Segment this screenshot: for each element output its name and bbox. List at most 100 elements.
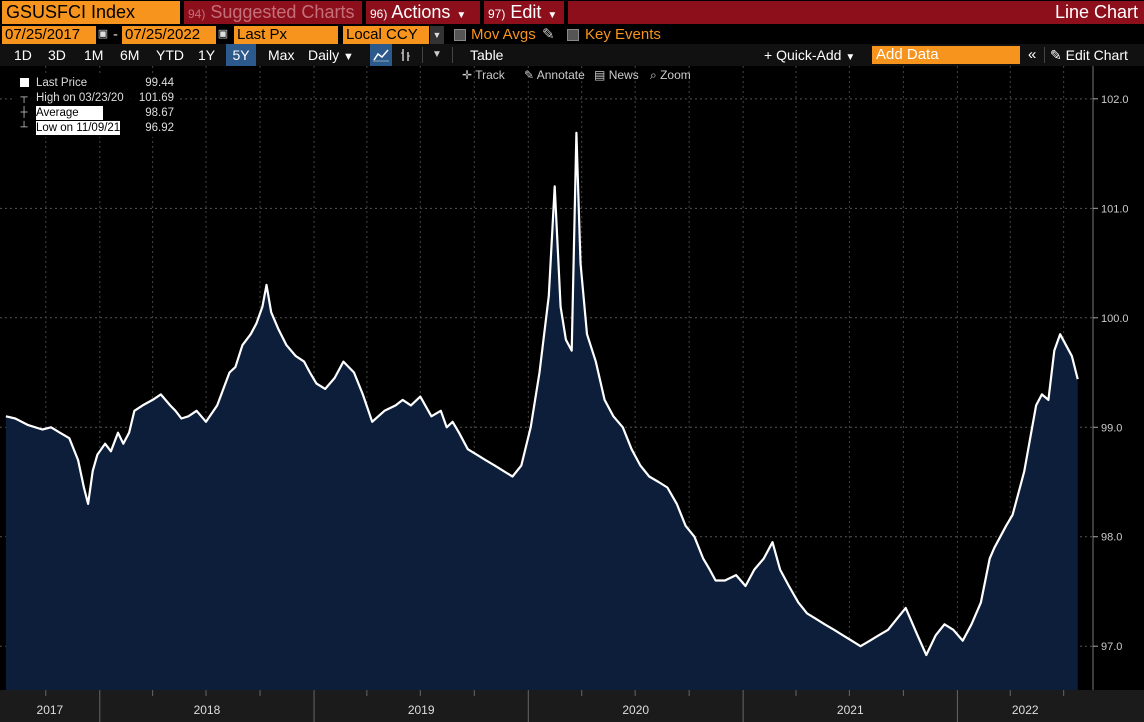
double-chevron-left-icon[interactable]: « <box>1028 46 1037 63</box>
legend-high-date: 03/23/20 <box>78 92 124 104</box>
edit-chart-button[interactable]: ✎ Edit Chart <box>1050 44 1128 66</box>
track-label: Track <box>475 68 505 82</box>
start-date-input[interactable]: 07/25/2017 <box>2 26 96 44</box>
edit-menu-button[interactable]: 97) Edit ▼ <box>484 1 564 24</box>
x-tick-label: 2021 <box>837 703 864 717</box>
legend-low-marker: ┴ <box>20 122 28 133</box>
date-range-row: 07/25/2017 ▣ - 07/25/2022 ▣ Last Px Loca… <box>0 26 1144 44</box>
news-label: News <box>608 68 639 82</box>
track-tool[interactable]: ✛ Track <box>462 67 505 83</box>
period-1d[interactable]: 1D <box>14 47 32 63</box>
caret-down-icon: ▼ <box>456 10 467 21</box>
edit-chart-label: Edit Chart <box>1065 47 1128 63</box>
period-ytd[interactable]: YTD <box>156 47 184 63</box>
pencil-icon[interactable]: ✎ <box>542 26 555 43</box>
edit-label: Edit <box>510 2 542 22</box>
legend-high-text: High on <box>36 92 76 104</box>
chevron-down-icon[interactable]: ▼ <box>430 26 444 44</box>
legend-last-label: Last Price <box>36 77 88 89</box>
field-select[interactable]: Last Px <box>234 26 338 44</box>
annotate-tool[interactable]: ✎ Annotate <box>524 67 585 83</box>
actions-number: 96) <box>370 7 388 21</box>
legend-last-marker <box>14 76 34 90</box>
currency-select[interactable]: Local CCY <box>343 26 429 44</box>
edit-number: 97) <box>488 7 506 21</box>
calendar-icon[interactable]: ▣ <box>217 28 229 40</box>
period-1y[interactable]: 1Y <box>198 47 216 63</box>
y-tick-label: 99.0 <box>1101 422 1122 434</box>
frequency-label: Daily <box>308 47 340 63</box>
x-axis-labels: 2017 2018 2019 2020 2021 2022 <box>37 690 1065 722</box>
bar-chart-icon[interactable] <box>396 44 418 66</box>
legend-average: ┼ Average 98.67 <box>14 106 178 120</box>
magnifier-icon: ⌕ <box>650 68 657 82</box>
legend-average-marker: ┼ <box>20 107 28 118</box>
toolbar-divider <box>1044 47 1045 63</box>
zoom-tool[interactable]: ⌕ Zoom <box>650 67 691 83</box>
title-bar: GSUSFCI Index 94) Suggested Charts 96) A… <box>0 0 1144 26</box>
chart-type-bar: Line Chart <box>568 1 1144 24</box>
period-max[interactable]: Max <box>268 47 295 63</box>
quick-add-button[interactable]: + Quick-Add ▼ <box>764 44 855 66</box>
pencil-icon: ✎ <box>524 68 535 82</box>
legend-low-date: 11/09/21 <box>76 122 121 134</box>
zoom-label: Zoom <box>660 68 691 82</box>
x-tick-label: 2018 <box>194 703 221 717</box>
legend-high: ┬ High on 03/23/20 101.69 <box>14 91 178 105</box>
y-tick-label: 102.0 <box>1101 94 1129 106</box>
add-data-input[interactable]: Add Data <box>872 46 1020 64</box>
x-tick-label: 2022 <box>1012 703 1039 717</box>
pencil-icon: ✎ <box>1050 47 1062 63</box>
legend-high-value: 101.69 <box>138 92 174 104</box>
caret-down-icon: ▼ <box>845 52 856 63</box>
suggested-charts-number: 94) <box>188 7 206 21</box>
y-tick-label: 98.0 <box>1101 532 1122 544</box>
y-tick-label: 101.0 <box>1101 203 1129 215</box>
legend-low: ┴ Low on 11/09/21 96.92 <box>14 121 178 135</box>
key-events-checkbox[interactable] <box>567 29 579 41</box>
legend-average-value: 98.67 <box>145 107 174 119</box>
period-3d[interactable]: 3D <box>48 47 66 63</box>
x-axis-bar <box>0 690 1144 722</box>
suggested-charts-button[interactable]: 94) Suggested Charts <box>184 1 362 24</box>
chart-legend: Last Price 99.44 ┬ High on 03/23/20 101.… <box>14 75 178 137</box>
legend-high-marker: ┬ <box>20 92 28 103</box>
news-tool[interactable]: ▤ News <box>594 67 639 83</box>
price-area <box>5 132 1078 690</box>
crosshair-icon: ✛ <box>462 68 473 82</box>
x-tick-label: 2020 <box>622 703 649 717</box>
mov-avgs-checkbox[interactable] <box>454 29 466 41</box>
annotate-label: Annotate <box>536 68 585 82</box>
x-tick-label: 2017 <box>37 703 64 717</box>
line-chart-icon[interactable] <box>370 44 392 66</box>
period-5y[interactable]: 5Y <box>226 44 256 66</box>
legend-last-value: 99.44 <box>145 77 174 89</box>
suggested-charts-label: Suggested Charts <box>210 2 355 22</box>
ticker-field[interactable]: GSUSFCI Index <box>2 1 180 24</box>
date-separator: - <box>113 26 118 43</box>
chart-type-label: Line Chart <box>1054 2 1138 22</box>
period-6m[interactable]: 6M <box>120 47 140 63</box>
table-button[interactable]: Table <box>470 47 504 63</box>
legend-low-text: Low on <box>36 122 74 134</box>
end-date-input[interactable]: 07/25/2022 <box>122 26 216 44</box>
calendar-icon[interactable]: ▣ <box>97 28 109 40</box>
actions-label: Actions <box>391 2 451 22</box>
mov-avgs-label[interactable]: Mov Avgs <box>471 26 536 43</box>
legend-low-label: Low on 11/09/21 <box>36 121 121 135</box>
legend-low-value: 96.92 <box>145 122 174 134</box>
legend-average-label: Average <box>36 106 103 120</box>
y-axis: 97.0 98.0 99.0 100.0 101.0 102.0 <box>1093 94 1129 653</box>
frequency-select[interactable]: Daily ▼ <box>308 44 354 66</box>
legend-high-label: High on 03/23/20 <box>36 91 124 105</box>
quick-add-label: Quick-Add <box>776 47 842 63</box>
toolbar: 1D 3D 1M 6M YTD 1Y 5Y Max Daily ▼ ▼ Tabl… <box>0 44 1144 66</box>
toolbar-divider <box>452 47 453 63</box>
key-events-label[interactable]: Key Events <box>585 26 661 43</box>
price-line <box>5 131 1079 657</box>
chevron-down-icon[interactable]: ▼ <box>432 49 442 60</box>
actions-menu-button[interactable]: 96) Actions ▼ <box>366 1 480 24</box>
price-chart[interactable]: 97.0 98.0 99.0 100.0 101.0 102.0 <box>0 66 1144 690</box>
news-icon: ▤ <box>594 68 606 82</box>
period-1m[interactable]: 1M <box>84 47 104 63</box>
